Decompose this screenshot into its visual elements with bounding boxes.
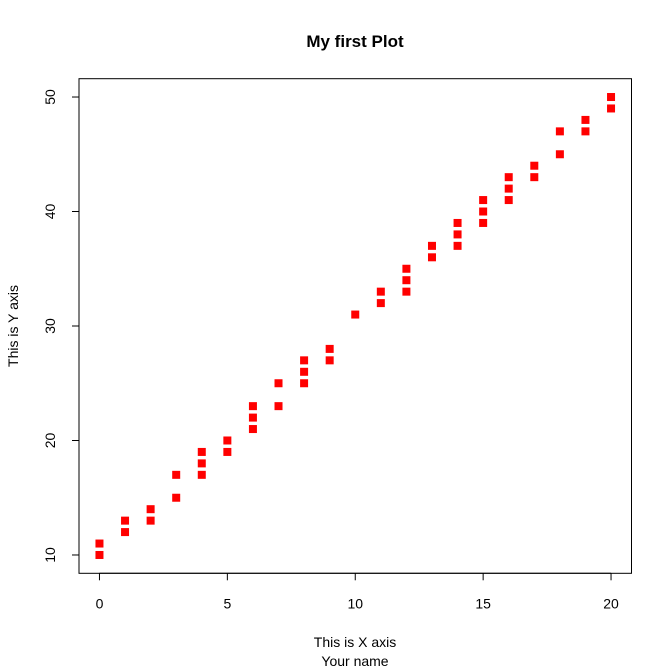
point xyxy=(581,115,590,124)
subtitle: Your name xyxy=(321,653,388,669)
y-tick-label: 20 xyxy=(42,432,58,448)
point xyxy=(351,310,360,319)
point xyxy=(274,402,283,411)
point xyxy=(376,287,385,296)
point xyxy=(121,528,130,537)
point xyxy=(248,402,257,411)
y-tick-label: 40 xyxy=(42,204,58,220)
point xyxy=(95,550,104,559)
point xyxy=(530,161,539,170)
point xyxy=(300,379,309,388)
point xyxy=(223,436,232,445)
point xyxy=(223,447,232,456)
point xyxy=(248,413,257,422)
point xyxy=(197,447,206,456)
point xyxy=(274,379,283,388)
point xyxy=(325,356,334,365)
point xyxy=(427,253,436,262)
point xyxy=(479,196,488,205)
y-tick-label: 50 xyxy=(42,89,58,105)
point xyxy=(479,218,488,227)
point xyxy=(376,299,385,308)
point xyxy=(427,241,436,250)
x-tick-label: 10 xyxy=(347,595,363,611)
point xyxy=(504,184,513,193)
point xyxy=(95,539,104,548)
point xyxy=(453,241,462,250)
x-tick-label: 20 xyxy=(603,595,619,611)
point xyxy=(402,287,411,296)
point xyxy=(555,127,564,136)
point xyxy=(402,264,411,273)
point xyxy=(479,207,488,216)
point xyxy=(607,93,616,102)
point xyxy=(197,459,206,468)
point xyxy=(555,150,564,159)
x-tick-label: 15 xyxy=(475,595,491,611)
point xyxy=(300,356,309,365)
point xyxy=(172,493,181,502)
x-tick-label: 5 xyxy=(223,595,231,611)
y-tick-label: 30 xyxy=(42,318,58,334)
point xyxy=(402,276,411,285)
point xyxy=(300,367,309,376)
point xyxy=(172,470,181,479)
chart-title: My first Plot xyxy=(306,32,404,51)
y-tick-label: 10 xyxy=(42,547,58,563)
point xyxy=(146,505,155,514)
point xyxy=(197,470,206,479)
point xyxy=(121,516,130,525)
point xyxy=(504,196,513,205)
point xyxy=(146,516,155,525)
x-axis-label: This is X axis xyxy=(314,634,396,650)
x-tick-label: 0 xyxy=(96,595,104,611)
point xyxy=(607,104,616,113)
point xyxy=(581,127,590,136)
point xyxy=(248,425,257,434)
point xyxy=(453,218,462,227)
point xyxy=(325,344,334,353)
point xyxy=(504,173,513,182)
y-axis-label: This is Y axis xyxy=(5,285,21,367)
point xyxy=(530,173,539,182)
point xyxy=(453,230,462,239)
